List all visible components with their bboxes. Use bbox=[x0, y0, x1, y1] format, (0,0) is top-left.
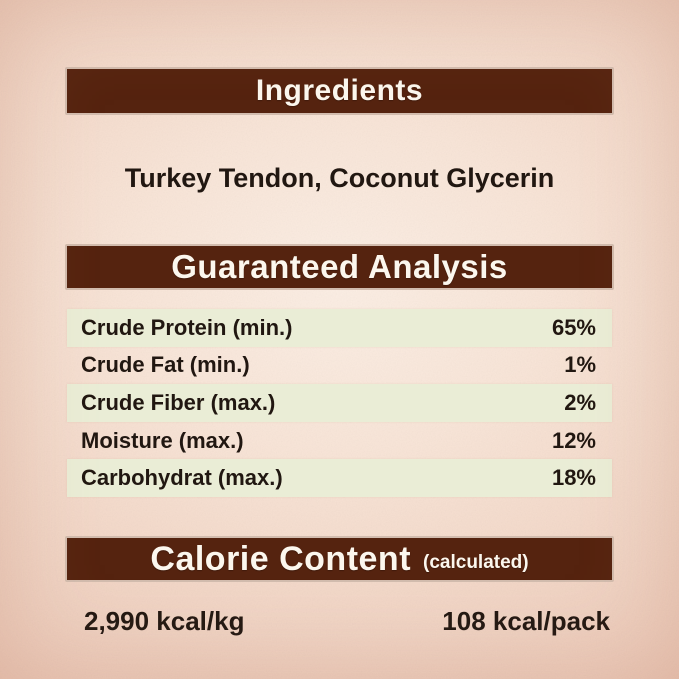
ingredients-list: Turkey Tendon, Coconut Glycerin bbox=[124, 163, 555, 193]
table-row: Crude Fat (min.) 1% bbox=[67, 347, 612, 385]
nutrient-name: Moisture (max.) bbox=[81, 427, 244, 453]
calorie-content-note: (calculated) bbox=[423, 552, 529, 573]
nutrient-value: 65% bbox=[551, 314, 596, 340]
calorie-values-row: 2,990 kcal/kg 108 kcal/pack bbox=[67, 599, 612, 643]
guaranteed-analysis-header-label: Guaranteed Analysis bbox=[171, 248, 508, 285]
table-row: Carbohydrat (max.) 18% bbox=[67, 459, 612, 497]
table-row: Crude Protein (min.) 65% bbox=[67, 309, 612, 347]
nutrient-value: 18% bbox=[551, 465, 596, 491]
nutrient-name: Crude Protein (min.) bbox=[81, 314, 293, 340]
ingredients-header-label: Ingredients bbox=[255, 74, 424, 107]
calorie-content-header-bar: Calorie Content (calculated) bbox=[65, 536, 614, 582]
guaranteed-analysis-header-bar: Guaranteed Analysis bbox=[65, 244, 614, 290]
table-row: Crude Fiber (max.) 2% bbox=[67, 384, 612, 422]
guaranteed-analysis-table: Crude Protein (min.) 65% Crude Fat (min.… bbox=[67, 309, 612, 497]
ingredients-header-bar: Ingredients bbox=[65, 67, 614, 115]
table-row: Moisture (max.) 12% bbox=[67, 422, 612, 460]
calorie-per-pack: 108 kcal/pack bbox=[442, 605, 610, 636]
nutrient-value: 1% bbox=[564, 352, 596, 378]
nutrient-name: Crude Fiber (max.) bbox=[81, 389, 276, 415]
nutrient-name: Crude Fat (min.) bbox=[81, 352, 250, 378]
calorie-per-kg: 2,990 kcal/kg bbox=[84, 605, 245, 636]
nutrient-value: 12% bbox=[551, 427, 596, 453]
calorie-content-header-label: Calorie Content bbox=[150, 539, 412, 578]
nutrient-value: 2% bbox=[564, 389, 596, 415]
nutrient-name: Carbohydrat (max.) bbox=[81, 465, 283, 491]
